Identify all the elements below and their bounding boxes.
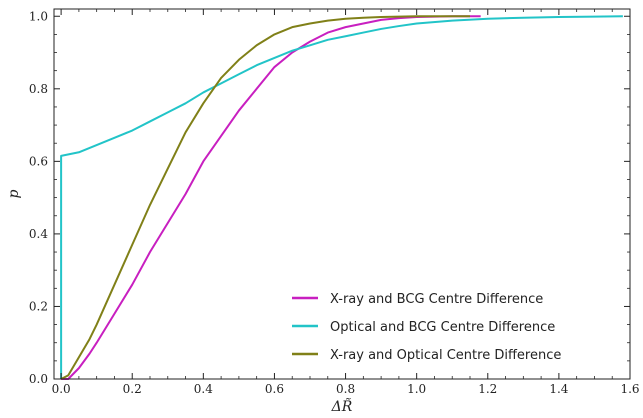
- series-line-2: [60, 15, 623, 379]
- legend-label-3: X-ray and Optical Centre Difference: [330, 348, 561, 363]
- y-tick-label: 0.4: [29, 227, 48, 241]
- x-tick-label: 1.0: [407, 382, 426, 396]
- y-tick-label: 0.8: [29, 82, 48, 96]
- series-layer: [60, 15, 623, 380]
- x-tick-label: 0.2: [123, 382, 142, 396]
- legend-label-2: Optical and BCG Centre Difference: [330, 320, 555, 335]
- axes-layer: 0.0 0.2 0.4 0.6 0.8 1.0 1.2 1.4 1.6 0.0 0.2 0.4 0.6 0…: [6, 8, 640, 415]
- plot-frame: [53, 8, 631, 380]
- x-tick-label: 0.6: [265, 382, 284, 396]
- x-tick-label: 0.8: [336, 382, 355, 396]
- legend-label-1: X-ray and BCG Centre Difference: [330, 292, 543, 307]
- y-axis-label: p: [6, 189, 22, 198]
- series-line-1: [61, 15, 481, 380]
- x-tick-label: 1.6: [620, 382, 639, 396]
- x-tick-label: 0.0: [52, 382, 71, 396]
- x-axis-label: ΔR̃: [331, 397, 353, 415]
- legend: X-ray and BCG Centre Difference Optical a…: [292, 292, 561, 363]
- y-tick-label: 0.0: [29, 372, 48, 386]
- x-tick-label: 1.4: [549, 382, 568, 396]
- y-tick-label: 0.2: [29, 299, 48, 313]
- x-tick-label: 1.2: [478, 382, 497, 396]
- series-line-3: [60, 15, 470, 380]
- y-tick-label: 1.0: [29, 9, 48, 23]
- y-tick-label: 0.6: [29, 154, 48, 168]
- x-tick-label: 0.4: [194, 382, 213, 396]
